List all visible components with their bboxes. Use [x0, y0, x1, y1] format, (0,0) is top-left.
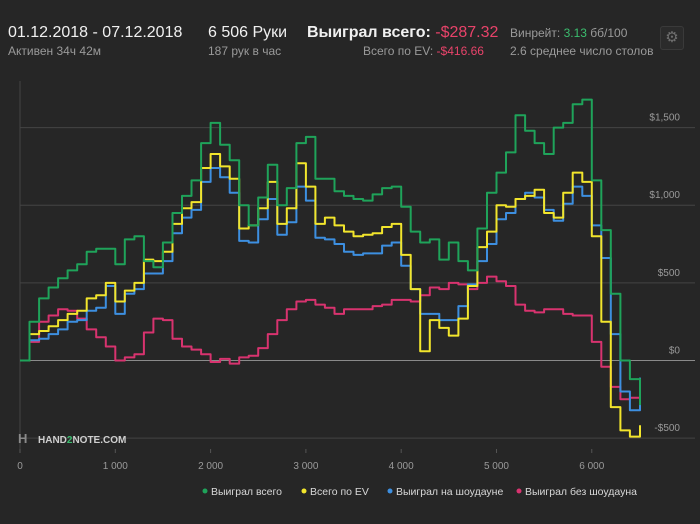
won-total: Выиграл всего: -$287.32	[307, 24, 498, 42]
series-lines	[20, 98, 641, 438]
legend-item[interactable]: Выиграл без шоудауна	[516, 486, 638, 498]
legend-label: Всего по EV	[310, 486, 369, 498]
y-tick-label: -$500	[654, 423, 680, 434]
x-tick-label: 3 000	[293, 461, 318, 472]
winrate-label: Винрейт:	[510, 26, 561, 40]
watermark-logo: H HAND2NOTE.COM	[18, 431, 126, 446]
legend-item[interactable]: Выиграл всего	[202, 486, 283, 498]
won-total-label: Выиграл всего:	[307, 24, 431, 41]
legend-item[interactable]: Всего по EV	[301, 486, 369, 498]
y-tick-label: $500	[658, 268, 681, 279]
winrate-value: 3.13	[563, 26, 587, 40]
winrate: Винрейт: 3.13 бб/100	[510, 26, 627, 40]
x-tick-label: 6 000	[579, 461, 604, 472]
series-line-4	[20, 275, 641, 403]
avg-tables: 2.6 среднее число столов	[510, 44, 654, 58]
y-tick-label: $1,500	[649, 113, 680, 124]
legend-marker	[202, 488, 208, 494]
y-tick-label: $0	[669, 345, 681, 356]
ev-total: Всего по EV: -$416.66	[363, 44, 484, 58]
legend-marker	[387, 488, 393, 494]
watermark-text: HAND2NOTE.COM	[38, 435, 126, 446]
won-total-value: -$287.32	[435, 24, 499, 41]
chart-grid	[19, 81, 695, 449]
winrate-unit: бб/100	[590, 26, 628, 40]
y-tick-label: $1,000	[649, 190, 680, 201]
x-tick-label: 5 000	[484, 461, 509, 472]
series-line-3	[20, 167, 641, 412]
chart-svg: $1,500 $1,000 $500 $0 -$500 0 1 000 2 000 3 000…	[17, 81, 695, 498]
watermark-h-icon: H	[18, 431, 27, 446]
x-tick-label: 1 000	[103, 461, 128, 472]
ev-total-label: Всего по EV:	[363, 44, 434, 58]
legend-item[interactable]: Выиграл на шоудауне	[387, 486, 504, 498]
profit-chart: $1,500 $1,000 $500 $0 -$500 0 1 000 2 000 3 000…	[0, 66, 700, 519]
active-time: Активен 34ч 42м	[8, 44, 101, 58]
x-tick-label: 4 000	[389, 461, 414, 472]
legend-label: Выиграл всего	[211, 486, 282, 498]
y-axis: $1,500 $1,000 $500 $0 -$500	[649, 113, 680, 435]
stats-header: 01.12.2018 - 07.12.2018 Активен 34ч 42м …	[0, 0, 700, 66]
legend-label: Выиграл на шоудауне	[396, 486, 503, 498]
legend-marker	[516, 488, 522, 494]
legend-label: Выиграл без шоудауна	[525, 486, 637, 498]
ev-total-value: -$416.66	[436, 44, 484, 58]
x-axis: 0 1 000 2 000 3 000 4 000 5 000 6 000	[17, 449, 605, 472]
x-tick-label: 0	[17, 461, 23, 472]
gear-icon[interactable]: ⚙	[660, 26, 684, 50]
series-line-2	[20, 153, 641, 438]
series-line-1	[20, 98, 641, 406]
hands-count: 6 506 Руки	[208, 24, 288, 41]
date-range: 01.12.2018 - 07.12.2018	[8, 24, 183, 41]
hands-per-hour: 187 рук в час	[208, 44, 282, 58]
legend-marker	[301, 488, 307, 494]
x-tick-label: 2 000	[198, 461, 223, 472]
chart-legend: Выиграл всего Всего по EV Выиграл на шоуда…	[202, 486, 638, 498]
